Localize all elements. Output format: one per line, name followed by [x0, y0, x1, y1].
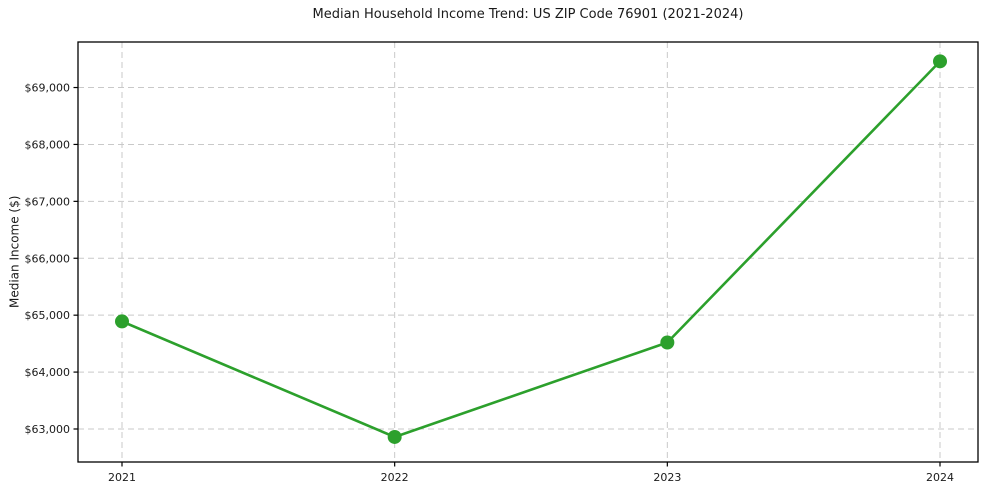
y-tick-label: $67,000 [25, 195, 71, 208]
x-tick-label: 2022 [381, 471, 409, 484]
data-point-2024 [933, 54, 947, 69]
x-tick-label: 2024 [926, 471, 954, 484]
plot-border [77, 41, 979, 463]
x-tick-label: 2023 [653, 471, 681, 484]
y-tick-label: $66,000 [25, 252, 71, 265]
data-point-2022 [387, 429, 402, 444]
y-tick-label: $65,000 [25, 309, 71, 322]
y-tick-label: $63,000 [25, 423, 71, 436]
data-point-2023 [660, 335, 675, 350]
y-tick-label: $64,000 [25, 366, 71, 379]
y-tick-label: $68,000 [25, 138, 71, 151]
trend-line [120, 60, 942, 439]
data-point-2021 [115, 314, 129, 329]
y-axis-label: Median Income ($) [7, 195, 22, 309]
x-tick-label: 2021 [108, 471, 136, 484]
chart-title: Median Household Income Trend: US ZIP Co… [312, 7, 744, 22]
y-tick-label: $69,000 [25, 82, 71, 95]
